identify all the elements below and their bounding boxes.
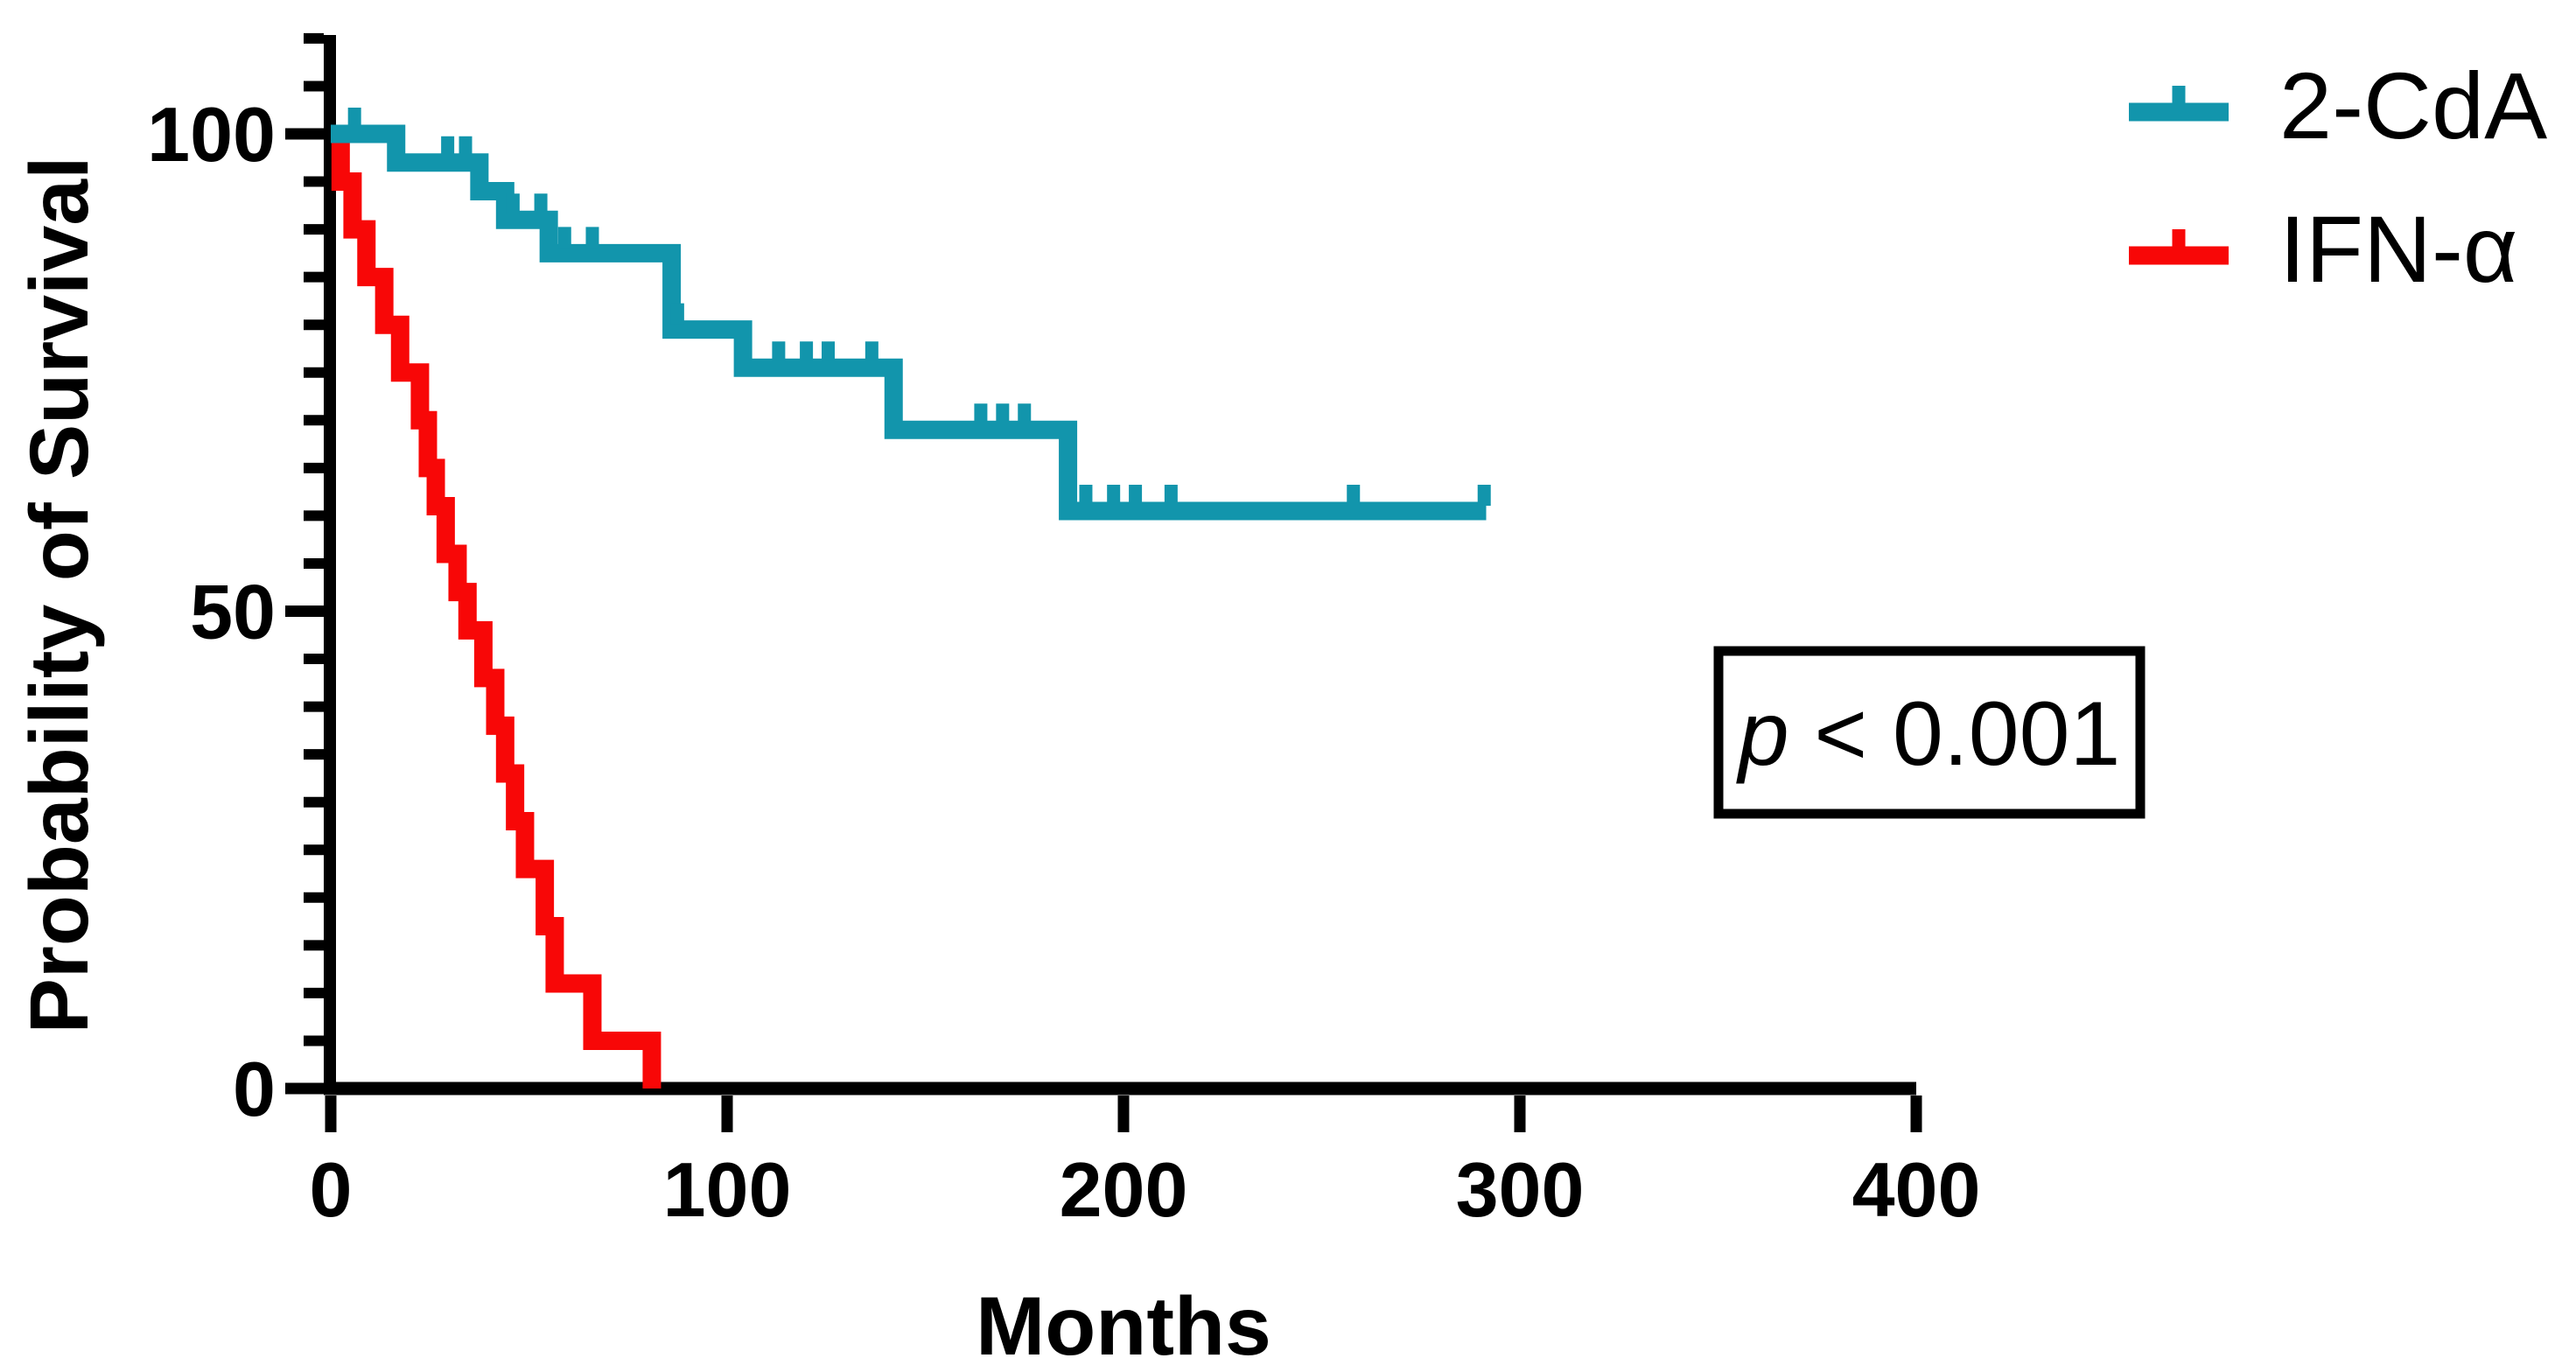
p-comparison: < 0.001 — [1789, 683, 2121, 785]
p-value-box: p < 0.001 — [1713, 646, 2146, 819]
series-2cda — [331, 108, 1491, 521]
legend-label-ifn: IFN-α — [2279, 196, 2517, 302]
x-tick-label: 0 — [310, 1146, 353, 1233]
legend-marker-2cda — [2129, 86, 2229, 122]
legend-markers — [2129, 86, 2229, 265]
legend: 2-CdA IFN-α — [2129, 52, 2547, 302]
x-tick-label: 200 — [1060, 1146, 1188, 1233]
legend-label-2cda: 2-CdA — [2279, 52, 2547, 158]
x-tick-label: 100 — [663, 1146, 792, 1233]
x-axis-title: Months — [976, 1280, 1271, 1372]
y-tick-label: 100 — [147, 91, 276, 178]
km-step-curve — [331, 124, 1487, 521]
legend-marker-ifn — [2129, 229, 2229, 265]
p-value-box-border — [1713, 646, 2146, 819]
series-ifn — [331, 124, 662, 1088]
y-tick-label: 50 — [190, 569, 276, 655]
km-step-curve — [331, 124, 662, 1088]
x-tick-label: 400 — [1852, 1146, 1981, 1233]
plot-axes: 0 50 100 0 100 200 300 400 — [147, 32, 1981, 1233]
survival-curves — [331, 108, 1491, 1088]
x-tick-label: 300 — [1456, 1146, 1585, 1233]
y-tick-label: 0 — [233, 1046, 276, 1132]
y-axis-title: Probability of Survival — [13, 156, 106, 1033]
p-value-text: p < 0.001 — [1736, 683, 2121, 785]
p-symbol: p — [1736, 683, 1789, 785]
